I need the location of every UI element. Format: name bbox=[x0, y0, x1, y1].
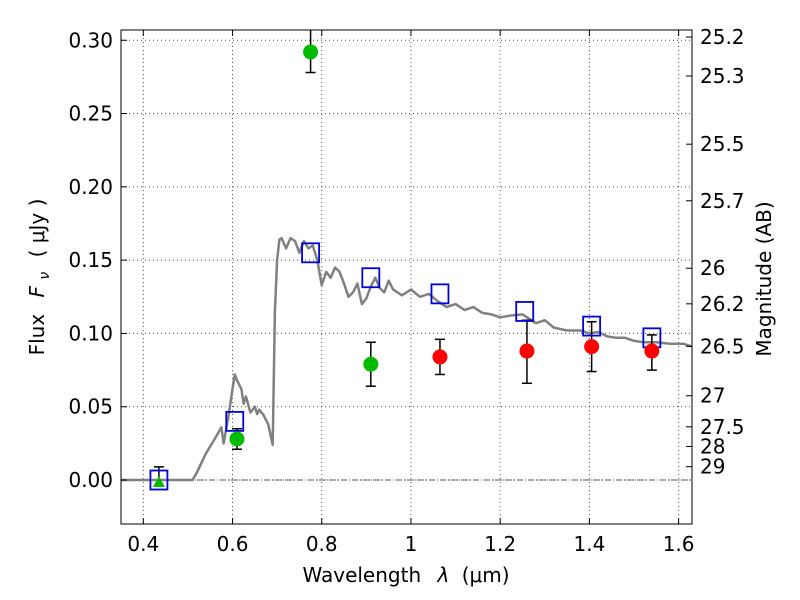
y2-tick-label: 25.2 bbox=[700, 25, 745, 49]
y-tick-label: 0.30 bbox=[68, 28, 113, 52]
y-axis-label-prefix: Flux bbox=[25, 314, 49, 356]
axis-ticks bbox=[121, 30, 692, 524]
y2-tick-label: 26.2 bbox=[700, 292, 745, 316]
observed-red-marker bbox=[519, 343, 535, 359]
model-photometry-marker bbox=[430, 283, 450, 305]
y2-tick-label: 25.7 bbox=[700, 189, 745, 213]
model-photometry-marker bbox=[582, 315, 602, 337]
y2-tick-label: 27.5 bbox=[700, 415, 745, 439]
observed-green-marker bbox=[229, 431, 245, 447]
y-tick-label: 0.15 bbox=[68, 248, 113, 272]
y2-tick-label: 29 bbox=[700, 455, 725, 479]
model-photometry-marker bbox=[149, 469, 169, 491]
x-tick-labels: 0.4 0.6 0.8 1 1.2 1.4 1.6 bbox=[127, 532, 694, 556]
y-axis-label-subscript: ν bbox=[37, 272, 53, 280]
model-photometry-marker bbox=[301, 242, 320, 264]
x-tick-label: 0.4 bbox=[127, 532, 159, 556]
model-photometry-marker bbox=[361, 267, 381, 289]
markers-group bbox=[149, 44, 662, 491]
y2-tick-label: 25.5 bbox=[700, 132, 745, 156]
y2-axis-label: Magnitude (AB) bbox=[752, 201, 776, 356]
x-tick-label: 0.8 bbox=[306, 532, 338, 556]
x-axis-label: Wavelength λ (μm) bbox=[302, 563, 509, 587]
observed-green-limit-marker bbox=[152, 475, 165, 487]
observed-red-marker bbox=[644, 343, 660, 359]
y-tick-label: 0.20 bbox=[68, 175, 113, 199]
y-tick-labels: 0.00 0.05 0.10 0.15 0.20 0.25 0.30 bbox=[68, 28, 113, 492]
y-axis-label-symbol: F bbox=[25, 285, 49, 297]
y-tick-label: 0.10 bbox=[68, 321, 113, 345]
y2-tick-label: 25.3 bbox=[700, 64, 745, 88]
observed-red-marker bbox=[432, 349, 448, 365]
y-tick-label: 0.25 bbox=[68, 102, 113, 126]
x-tick-label: 1 bbox=[405, 532, 418, 556]
y2-tick-label: 26.5 bbox=[700, 334, 745, 358]
plot-frame bbox=[120, 29, 693, 525]
x-axis-label-symbol: λ bbox=[437, 563, 450, 587]
x-tick-label: 1.2 bbox=[484, 532, 516, 556]
sed-model-group bbox=[121, 236, 693, 482]
y-axis-label-unit: ( μJy ) bbox=[25, 199, 49, 258]
observed-green-marker bbox=[363, 356, 379, 372]
observed-red-marker bbox=[584, 339, 600, 355]
y2-tick-label: 26 bbox=[700, 256, 725, 280]
y-tick-label: 0.00 bbox=[68, 468, 113, 492]
x-axis-label-unit: (μm) bbox=[462, 563, 510, 587]
sed-model-line bbox=[121, 236, 693, 482]
model-photometry-marker bbox=[225, 410, 245, 432]
y-axis-label: Flux F ν ( μJy ) bbox=[25, 199, 54, 356]
y-tick-label: 0.05 bbox=[68, 395, 113, 419]
observed-green-marker bbox=[303, 44, 319, 60]
x-tick-label: 1.4 bbox=[573, 532, 605, 556]
x-axis-label-prefix: Wavelength bbox=[302, 563, 421, 587]
y2-tick-label: 27 bbox=[700, 384, 725, 408]
y2-tick-label: 28 bbox=[700, 434, 725, 458]
model-photometry-marker bbox=[515, 301, 535, 322]
x-tick-label: 1.6 bbox=[663, 532, 695, 556]
x-tick-label: 0.6 bbox=[217, 532, 249, 556]
